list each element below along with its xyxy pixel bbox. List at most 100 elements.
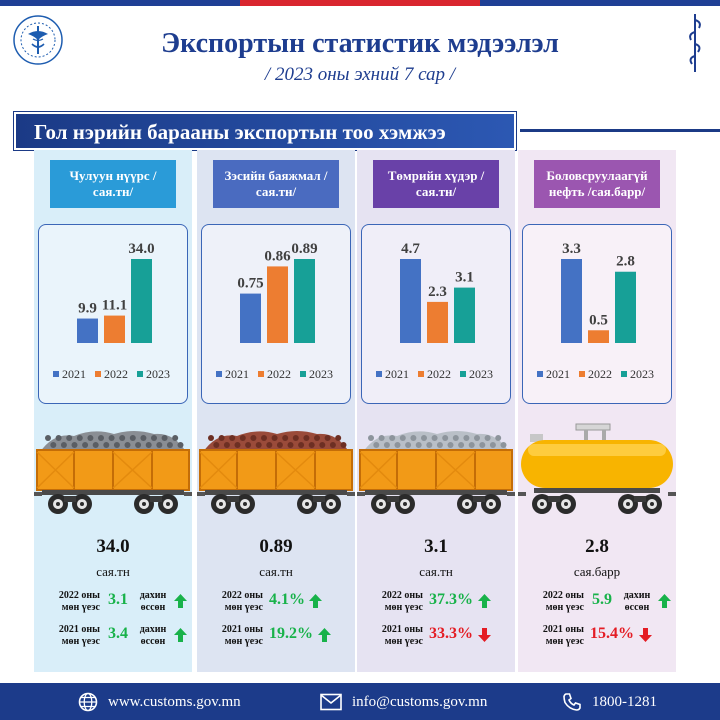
bar-2021	[400, 259, 421, 343]
chart-panel: 9.9 11.1 34.0 2021 2022 2023	[38, 224, 188, 404]
banner-rule	[520, 129, 720, 132]
comparison-row: 2022 оны мөн үеэс 3.1 дахин өссөн	[34, 586, 192, 620]
legend-label: 2021	[225, 367, 249, 381]
footer-email[interactable]: info@customs.gov.mn	[320, 692, 487, 712]
comparison-value: 19.2%	[269, 625, 313, 642]
bar-chart: 4.7 2.3 3.1 2021 2022 2023	[376, 241, 493, 381]
product-label: Чулуун нүүрс /сая.тн/	[50, 160, 176, 208]
legend-label: 2021	[546, 367, 570, 381]
arrow-down-icon	[478, 628, 491, 642]
bar-2023	[615, 271, 636, 343]
bar-chart: 9.9 11.1 34.0 2021 2022 2023	[53, 241, 170, 381]
legend-swatch	[460, 371, 466, 377]
legend-label: 2022	[104, 367, 128, 381]
arrow-up-icon	[309, 594, 322, 608]
footer-website-text: www.customs.gov.mn	[108, 693, 241, 710]
bar-2022	[588, 330, 609, 343]
legend-swatch	[621, 371, 627, 377]
footer-email-text: info@customs.gov.mn	[352, 693, 488, 710]
comparison-note: дахин өссөн	[623, 590, 651, 613]
legend-swatch	[418, 371, 424, 377]
bar-2021	[77, 318, 98, 343]
arrow-down-icon	[639, 628, 652, 642]
legend-label: 2023	[146, 367, 170, 381]
comparison-row: 2022 оны мөн үеэс 4.1%	[197, 586, 355, 620]
product-column-iron: Төмрийн хүдэр /сая.тн/ 4.7 2.3 3.1 2021 2022…	[357, 150, 515, 672]
product-label: Төмрийн хүдэр /сая.тн/	[373, 160, 499, 208]
product-label: Зэсийн баяжмал /сая.тн/	[213, 160, 339, 208]
comparison-year-label: 2022 оны мөн үеэс	[221, 590, 263, 613]
customs-emblem-icon	[13, 15, 63, 65]
data-label: 9.9	[78, 301, 97, 317]
legend-label: 2023	[630, 367, 654, 381]
page-subtitle: / 2023 оны эхний 7 сар /	[264, 64, 456, 85]
legend-label: 2023	[469, 367, 493, 381]
data-label: 11.1	[102, 298, 127, 314]
total-value: 2.8	[585, 536, 609, 557]
mongolian-script-icon	[689, 14, 701, 72]
comparison-value: 3.4	[108, 625, 128, 642]
data-label: 2.8	[616, 254, 635, 270]
globe-icon	[78, 692, 98, 712]
top-color-bar	[0, 0, 720, 6]
bar-2022	[267, 266, 288, 343]
footer-bar: www.customs.gov.mn info@customs.gov.mn 1…	[0, 683, 720, 720]
arrow-up-icon	[478, 594, 491, 608]
footer-phone[interactable]: 1800-1281	[562, 692, 657, 712]
data-label: 3.1	[455, 270, 474, 286]
product-column-copper: Зэсийн баяжмал /сая.тн/ 0.75 0.86 0.89 2021…	[197, 150, 355, 672]
total-value: 34.0	[96, 536, 130, 557]
iron-wagon-icon	[357, 422, 515, 522]
section-banner: Гол нэрийн барааны экспортын тоо хэмжээ	[14, 112, 516, 150]
arrow-up-icon	[658, 594, 671, 608]
legend-label: 2023	[309, 367, 333, 381]
footer-website[interactable]: www.customs.gov.mn	[78, 692, 241, 712]
comparison-row: 2022 оны мөн үеэс 37.3%	[357, 586, 515, 620]
legend-swatch	[376, 371, 382, 377]
bar-chart: 0.750.86 0.89 2021 2022 2023	[216, 241, 333, 381]
legend-swatch	[95, 371, 101, 377]
arrow-up-icon	[174, 594, 187, 608]
comparison-year-label: 2021 оны мөн үеэс	[542, 624, 584, 647]
data-label: 0.5	[589, 312, 608, 328]
comparison-value: 37.3%	[429, 591, 473, 608]
bar-2021	[561, 259, 582, 343]
legend-swatch	[300, 371, 306, 377]
phone-icon	[563, 693, 581, 711]
data-label: 3.3	[562, 241, 581, 257]
bar-2022	[104, 315, 125, 343]
page-title: Экспортын статистик мэдээлэл	[161, 28, 559, 59]
bar-2022	[427, 301, 448, 343]
bar-2023	[454, 287, 475, 343]
comparison-year-label: 2021 оны мөн үеэс	[221, 624, 263, 647]
comparison-year-label: 2022 оны мөн үеэс	[381, 590, 423, 613]
legend-swatch	[537, 371, 543, 377]
legend-swatch	[579, 371, 585, 377]
product-column-oil: Боловсруулаагүй нефть /сая.барр/ 3.3 0.5 2…	[518, 150, 676, 672]
arrow-up-icon	[318, 628, 331, 642]
comparison-year-label: 2022 оны мөн үеэс	[58, 590, 100, 613]
copper-wagon-icon	[197, 422, 355, 522]
comparison-value: 5.9	[592, 591, 612, 608]
data-label: 0.89	[291, 241, 317, 257]
comparison-note: дахин өссөн	[139, 624, 167, 647]
total-value: 3.1	[424, 536, 448, 557]
envelope-icon	[320, 693, 342, 711]
total-unit: сая.тн	[96, 564, 130, 579]
legend-label: 2021	[385, 367, 409, 381]
product-label: Боловсруулаагүй нефть /сая.барр/	[534, 160, 660, 208]
legend-swatch	[216, 371, 222, 377]
footer-phone-text: 1800-1281	[592, 693, 657, 710]
bar-chart: 3.3 0.5 2.8 2021 2022 2023	[537, 241, 654, 381]
comparison-note: дахин өссөн	[139, 590, 167, 613]
comparison-row: 2022 оны мөн үеэс 5.9 дахин өссөн	[518, 586, 676, 620]
legend-label: 2021	[62, 367, 86, 381]
bar-2021	[240, 293, 261, 343]
bar-2023	[131, 259, 152, 343]
legend-label: 2022	[427, 367, 451, 381]
comparison-row: 2021 оны мөн үеэс 15.4%	[518, 620, 676, 654]
total-unit: сая.тн	[259, 564, 293, 579]
legend-label: 2022	[588, 367, 612, 381]
tank-wagon-icon	[518, 422, 676, 522]
comparison-value: 15.4%	[590, 625, 634, 642]
